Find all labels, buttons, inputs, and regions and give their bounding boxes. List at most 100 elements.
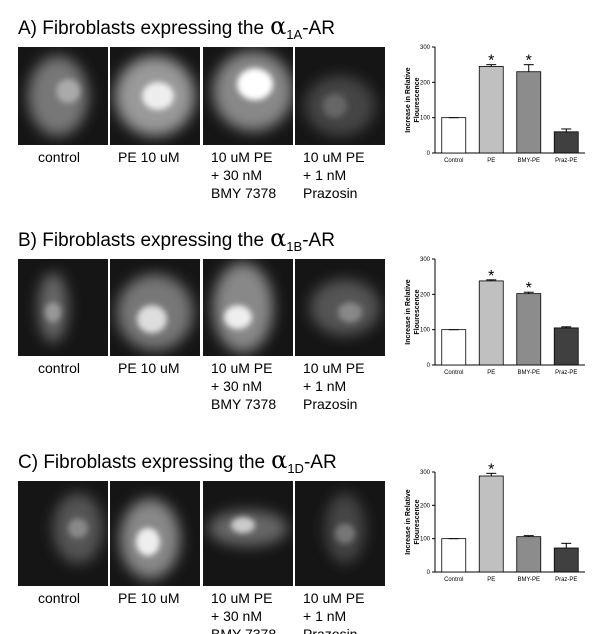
y-tick-label: 0	[427, 570, 431, 576]
cells	[115, 56, 195, 136]
cells	[208, 510, 288, 547]
cell	[56, 79, 80, 104]
significance-marker: *	[526, 280, 532, 297]
micrograph	[295, 47, 385, 145]
x-tick-label: PE	[487, 370, 495, 376]
x-tick-label: BMY-PE	[518, 158, 540, 164]
image-caption: + 30 nM	[211, 378, 262, 394]
title-prefix: C) Fibroblasts expressing the	[18, 452, 265, 473]
title-greek: α	[270, 224, 286, 252]
image-caption: 10 uM PE	[303, 590, 364, 606]
y-axis-label: Flourescence	[414, 499, 421, 544]
title-suffix: -AR	[302, 230, 335, 251]
image-caption: + 1 nM	[303, 378, 346, 394]
image-caption: Prazosin	[303, 185, 357, 201]
cell	[323, 93, 347, 118]
micrograph	[18, 47, 108, 145]
bar	[516, 71, 542, 154]
title-prefix: B) Fibroblasts expressing the	[18, 230, 264, 251]
image-caption: Prazosin	[303, 396, 357, 412]
cell	[142, 82, 174, 110]
micrograph	[295, 259, 385, 356]
y-axis-label: Increase in Relative	[405, 67, 412, 132]
y-tick-label: 100	[420, 116, 431, 122]
panel-title: C) Fibroblasts expressing the α1D-AR	[18, 446, 337, 476]
micrograph	[203, 259, 293, 356]
bar	[553, 131, 579, 154]
y-axis-label: Flourescence	[414, 77, 421, 122]
panel-title: B) Fibroblasts expressing the α1B-AR	[18, 224, 335, 254]
cells	[325, 493, 365, 564]
micrograph	[18, 259, 108, 356]
micrograph	[295, 481, 385, 586]
y-tick-label: 300	[420, 45, 431, 51]
cell	[45, 302, 61, 323]
image-caption: PE 10 uM	[118, 590, 179, 606]
bar	[478, 475, 504, 573]
image-caption: + 30 nM	[211, 608, 262, 624]
x-tick-label: Praz-PE	[555, 158, 577, 164]
significance-marker: *	[488, 461, 494, 478]
y-tick-label: 200	[420, 292, 431, 298]
micrograph	[18, 481, 108, 586]
image-caption: control	[38, 360, 80, 376]
micrograph	[110, 47, 200, 145]
significance-marker: *	[526, 53, 532, 70]
cell	[137, 305, 167, 334]
y-tick-label: 200	[420, 503, 431, 509]
x-tick-label: Praz-PE	[555, 370, 577, 376]
y-tick-label: 300	[420, 257, 431, 263]
y-axis-label: Increase in Relative	[405, 279, 412, 344]
cells	[38, 272, 68, 343]
x-tick-label: BMY-PE	[518, 577, 540, 583]
bar	[441, 538, 467, 573]
bar	[478, 280, 504, 366]
title-greek: α	[271, 446, 287, 474]
cells	[53, 493, 103, 564]
image-caption: 10 uM PE	[303, 149, 364, 165]
image-caption: 10 uM PE	[211, 360, 272, 376]
image-caption: + 1 nM	[303, 167, 346, 183]
micrograph	[203, 47, 293, 145]
micrograph	[203, 481, 293, 586]
image-caption: control	[38, 149, 80, 165]
bar	[516, 536, 542, 573]
x-tick-label: PE	[487, 158, 495, 164]
image-caption: 10 uM PE	[211, 149, 272, 165]
cells	[213, 262, 273, 353]
x-tick-label: PE	[487, 577, 495, 583]
image-caption: 10 uM PE	[303, 360, 364, 376]
cells	[28, 56, 88, 136]
y-tick-label: 200	[420, 80, 431, 86]
title-prefix: A) Fibroblasts expressing the	[18, 18, 264, 39]
cell	[68, 518, 88, 539]
cell	[231, 517, 255, 534]
x-tick-label: Control	[444, 577, 463, 583]
y-tick-label: 100	[420, 328, 431, 334]
image-caption: BMY 7378	[211, 626, 276, 634]
y-axis-label: Increase in Relative	[405, 489, 412, 554]
y-tick-label: 100	[420, 537, 431, 543]
image-caption: 10 uM PE	[211, 590, 272, 606]
significance-marker: *	[488, 268, 494, 285]
image-caption: + 30 nM	[211, 167, 262, 183]
significance-marker: *	[488, 53, 494, 70]
cells	[310, 279, 380, 336]
x-tick-label: Control	[444, 370, 463, 376]
cell	[338, 302, 362, 323]
cells	[117, 274, 193, 351]
title-sub: 1B	[286, 239, 302, 254]
title-sub: 1D	[287, 461, 304, 476]
image-caption: PE 10 uM	[118, 149, 179, 165]
x-tick-label: Praz-PE	[555, 577, 577, 583]
micrograph	[110, 259, 200, 356]
image-caption: control	[38, 590, 80, 606]
image-caption: + 1 nM	[303, 608, 346, 624]
y-tick-label: 300	[420, 470, 431, 476]
cell	[237, 68, 273, 101]
bar	[478, 66, 504, 154]
bar	[553, 547, 579, 573]
title-suffix: -AR	[302, 18, 335, 39]
image-caption: BMY 7378	[211, 396, 276, 412]
